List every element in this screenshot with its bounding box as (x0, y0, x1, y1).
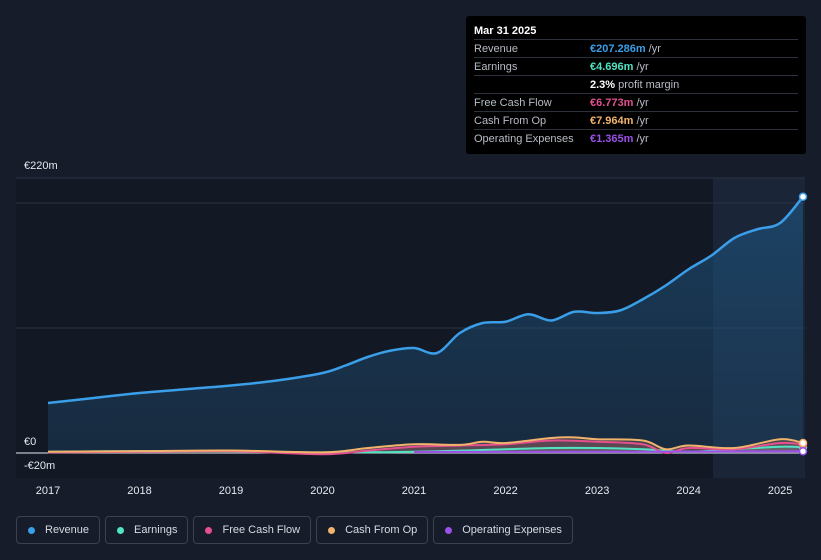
tooltip-row: Revenue €207.286m/yr (474, 39, 798, 57)
tooltip-row-unit: profit margin (618, 78, 680, 91)
tooltip-row: Operating Expenses €1.365m/yr (474, 129, 798, 147)
x-tick-label: 2024 (676, 485, 701, 497)
y-tick-label-top: €220m (24, 160, 58, 172)
x-tick-label: 2020 (310, 485, 335, 497)
tooltip-row-label: Free Cash Flow (474, 96, 552, 109)
tooltip-row-value: €1.365m (590, 132, 634, 145)
tooltip-row-value: 2.3% (590, 78, 616, 91)
tooltip-row-unit: /yr (636, 96, 649, 109)
chart-legend: Revenue Earnings Free Cash Flow Cash From O… (16, 516, 573, 544)
legend-label: Earnings (134, 524, 178, 536)
tooltip-row-unit: /yr (636, 114, 649, 127)
legend-item-earnings[interactable]: Earnings (105, 516, 189, 544)
operating-expenses-line (414, 450, 804, 453)
legend-dot-icon (28, 526, 35, 534)
legend-label: Revenue (45, 524, 90, 536)
revenue-area (48, 196, 803, 453)
y-tick-label-zero: €0 (24, 436, 37, 448)
revenue-line (47, 195, 804, 405)
legend-item-revenue[interactable]: Revenue (16, 516, 101, 544)
x-tick-label: 2018 (127, 485, 152, 497)
legend-dot-icon (328, 526, 336, 534)
tooltip-row-label: Cash From Op (474, 114, 547, 127)
legend-item-operating-expenses[interactable]: Operating Expenses (433, 516, 573, 544)
tooltip-row: Earnings €4.696m/yr (474, 57, 798, 75)
tooltip-row: 2.3% profit margin (474, 75, 798, 93)
x-tick-label: 2025 (767, 485, 793, 497)
cash-from-op-end-marker (798, 438, 808, 448)
tooltip-row-value: €207.286m (590, 42, 646, 55)
data-tooltip: Mar 31 2025 Revenue €207.286m/yr Earnings €… (466, 16, 806, 154)
legend-item-free-cash-flow[interactable]: Free Cash Flow (193, 516, 312, 544)
tooltip-row: Free Cash Flow €6.773m/yr (474, 93, 798, 111)
legend-dot-icon (205, 526, 213, 534)
tooltip-date: Mar 31 2025 (474, 25, 537, 37)
x-tick-label: 2017 (35, 485, 61, 497)
y-tick-label-bottom: -€20m (24, 460, 56, 472)
tooltip-row-unit: /yr (648, 42, 661, 55)
tooltip-row-label: Operating Expenses (474, 132, 574, 145)
operating-expenses-end-marker (798, 447, 808, 456)
legend-label: Free Cash Flow (222, 524, 301, 536)
tooltip-row-label: Earnings (474, 60, 518, 73)
cash-from-op-line (47, 436, 804, 454)
revenue-end-marker (798, 192, 808, 201)
tooltip-row-value: €7.964m (590, 114, 634, 127)
tooltip-row-unit: /yr (636, 60, 649, 73)
tooltip-row-value: €4.696m (590, 60, 634, 73)
x-tick-label: 2019 (218, 485, 244, 497)
legend-label: Operating Expenses (462, 524, 562, 536)
legend-item-cash-from-op[interactable]: Cash From Op (316, 516, 429, 544)
legend-dot-icon (117, 526, 125, 534)
tooltip-row-value: €6.773m (590, 96, 634, 109)
x-tick-label: 2022 (493, 485, 518, 497)
tooltip-row-label: Revenue (474, 42, 519, 55)
x-tick-label: 2023 (584, 485, 610, 497)
x-tick-label: 2021 (401, 485, 427, 497)
legend-dot-icon (445, 526, 453, 534)
legend-label: Cash From Op (345, 524, 418, 536)
tooltip-row-unit: /yr (636, 132, 649, 145)
tooltip-row: Cash From Op €7.964m/yr (474, 111, 798, 129)
